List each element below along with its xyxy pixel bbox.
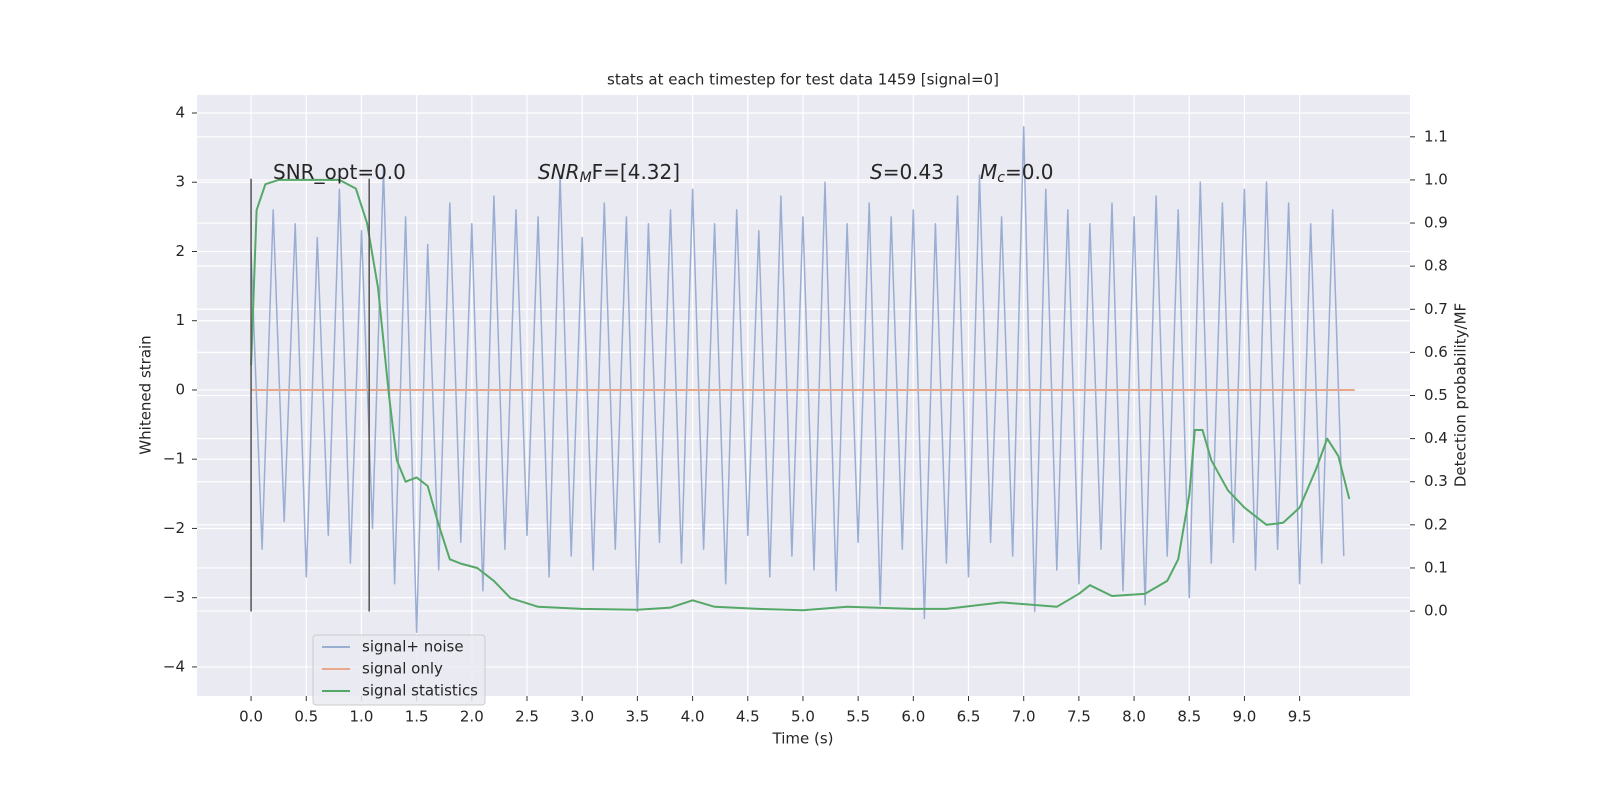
x-tick-label: 5.5 [846, 708, 870, 726]
x-tick-label: 6.0 [901, 708, 925, 726]
x-tick-label: 5.0 [791, 708, 815, 726]
annotation-sub: M [580, 170, 592, 186]
y-tick-label: −1 [163, 450, 185, 468]
y-tick-label: −3 [163, 588, 185, 606]
series-line [250, 178, 1351, 612]
x-tick-label: 8.5 [1177, 708, 1201, 726]
x-tick-label: 9.0 [1233, 708, 1257, 726]
x-tick-label: 0.5 [294, 708, 318, 726]
annotation: SNR_opt=0.0 [273, 160, 406, 184]
x-tick-label: 9.5 [1288, 708, 1312, 726]
x-tick-label: 3.0 [570, 708, 594, 726]
y-tick-label: 2 [175, 242, 185, 260]
legend-box [312, 634, 486, 706]
x-tick-label: 3.5 [625, 708, 649, 726]
annotation: SNRMF=[4.32] [538, 160, 680, 187]
legend-label: signal only [362, 660, 443, 678]
y2-tick-label: 0.1 [1424, 558, 1448, 576]
x-tick-label: 4.0 [681, 708, 705, 726]
x-tick-label: 2.0 [460, 708, 484, 726]
annotation-sub: c [997, 170, 1005, 186]
x-tick-label: 7.0 [1012, 708, 1036, 726]
y-tick-label: 4 [175, 104, 185, 122]
annotation-text: SNR_opt=0.0 [273, 160, 406, 184]
x-tick-label: 4.5 [736, 708, 760, 726]
x-tick-label: 0.0 [239, 708, 263, 726]
annotation-rest: =0.0 [1005, 160, 1054, 184]
x-tick-label: 7.5 [1067, 708, 1091, 726]
x-tick-label: 1.5 [405, 708, 429, 726]
y-tick-label: 1 [175, 311, 185, 329]
annotation: S=0.43 [870, 160, 944, 184]
y2-tick-label: 0.0 [1424, 602, 1448, 620]
y2-tick-label: 0.3 [1424, 472, 1448, 490]
annotation-main: SNR [538, 160, 580, 184]
legend-label: signal+ noise [362, 638, 464, 656]
annotation: Mc=0.0 [980, 160, 1054, 187]
x-tick-label: 6.5 [957, 708, 981, 726]
chart-title: stats at each timestep for test data 145… [607, 71, 999, 89]
y-tick-label: −4 [163, 657, 185, 675]
y2-tick-label: 0.2 [1424, 515, 1448, 533]
x-axis-label: Time (s) [772, 730, 834, 748]
series-line [250, 126, 1345, 634]
y-tick-label: −2 [163, 519, 185, 537]
x-tick-label: 2.5 [515, 708, 539, 726]
y-tick-label: 3 [175, 173, 185, 191]
annotation-rest: F=[4.32] [592, 160, 680, 184]
y2-tick-label: 0.5 [1424, 386, 1448, 404]
y-tick-label: 0 [175, 380, 185, 398]
y2-tick-label: 1.1 [1424, 127, 1448, 145]
legend-label: signal statistics [362, 682, 478, 700]
y-axis-label: Whitened strain [137, 335, 155, 454]
annotation-main: S [870, 160, 883, 184]
y2-tick-label: 0.6 [1424, 343, 1448, 361]
x-tick-label: 1.0 [350, 708, 374, 726]
y2-axis-label: Detection probability/MF [1452, 303, 1470, 487]
x-tick-label: 8.0 [1122, 708, 1146, 726]
y2-tick-label: 0.9 [1424, 214, 1448, 232]
annotation-main: M [980, 160, 997, 184]
y2-tick-label: 1.0 [1424, 170, 1448, 188]
y2-tick-label: 0.4 [1424, 429, 1448, 447]
y2-tick-label: 0.7 [1424, 300, 1448, 318]
annotation-rest: =0.43 [883, 160, 944, 184]
y2-tick-label: 0.8 [1424, 257, 1448, 275]
